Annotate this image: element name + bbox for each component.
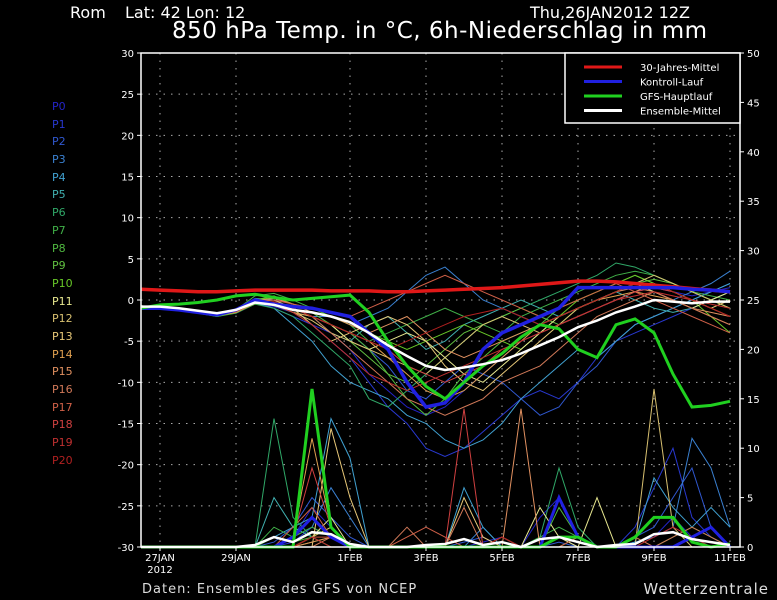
- member-label-P5: P5: [52, 188, 66, 202]
- x-tick-label: 27JAN: [145, 553, 175, 564]
- member-label-P16: P16: [52, 383, 73, 396]
- legend-label: Kontroll-Lauf: [640, 78, 704, 89]
- y-left-tick-label: -30: [118, 543, 134, 554]
- member-label-P4: P4: [52, 170, 66, 184]
- legend-label: 30-Jahres-Mittel: [640, 63, 719, 74]
- member-label-P17: P17: [52, 400, 73, 414]
- y-left-tick-label: 30: [121, 49, 134, 60]
- member-label-P7: P7: [52, 223, 66, 237]
- member-label-P20: P20: [52, 453, 73, 467]
- member-precip-line-P4: [141, 417, 731, 548]
- member-label-P11: P11: [52, 294, 73, 308]
- member-precip-line-P6: [141, 418, 730, 548]
- grid: [141, 53, 740, 547]
- member-label-P19: P19: [52, 436, 73, 450]
- member-label-P12: P12: [52, 312, 73, 326]
- chart-title: 850 hPa Temp. in °C, 6h-Niederschlag in …: [172, 18, 708, 44]
- y-left-tick-label: 5: [128, 255, 134, 266]
- climate-mean-temp-line: [140, 279, 731, 294]
- x-tick-label: 29JAN: [221, 553, 251, 564]
- y-right-tick-label: 15: [747, 395, 760, 406]
- y-right-tick-label: 30: [747, 247, 760, 258]
- y-right-tick-label: 25: [747, 296, 760, 307]
- y-right-tick-label: 5: [747, 494, 753, 505]
- member-label-P18: P18: [52, 418, 73, 432]
- member-label-P6: P6: [52, 206, 66, 220]
- y-left-tick-label: 0: [128, 296, 134, 307]
- axes: 302520151050-5-10-15-20-25-3050454035302…: [118, 49, 760, 576]
- x-tick-label: 3FEB: [413, 553, 438, 564]
- y-left-tick-label: 25: [121, 90, 134, 101]
- y-left-tick-label: -20: [118, 461, 134, 472]
- member-temp-line-P14: [140, 291, 731, 400]
- main-lines: [140, 279, 732, 549]
- x-tick-label: 1FEB: [337, 553, 362, 564]
- station-coordinates: Lat: 42 Lon: 12: [125, 3, 246, 22]
- x-tick-label: 5FEB: [489, 553, 514, 564]
- member-precip-line-P18: [141, 408, 730, 548]
- member-label-P15: P15: [52, 365, 73, 379]
- member-precip-line-P12: [141, 388, 730, 548]
- data-source: Daten: Ensembles des GFS von NCEP: [142, 582, 418, 597]
- gfs-temp-line: [140, 292, 731, 409]
- member-precip-line-P15: [141, 408, 730, 548]
- y-right-tick-label: 0: [747, 543, 753, 554]
- x-tick-year-label: 2012: [147, 565, 172, 576]
- y-left-tick-label: -10: [118, 378, 134, 389]
- y-right-tick-label: 10: [747, 444, 760, 455]
- member-label-P0: P0: [52, 100, 66, 113]
- legend-label: Ensemble-Mittel: [640, 107, 721, 118]
- x-tick-label: 11FEB: [714, 553, 746, 564]
- gfs-precip-line: [141, 388, 731, 549]
- ensemble-mean-temp-line: [141, 298, 730, 372]
- y-left-tick-label: -5: [124, 337, 134, 348]
- member-label-P9: P9: [52, 259, 66, 273]
- y-left-tick-label: -15: [118, 420, 134, 431]
- legend-label: GFS-Hauptlauf: [640, 92, 713, 103]
- y-right-tick-label: 45: [747, 98, 760, 109]
- x-tick-label: 7FEB: [565, 553, 590, 564]
- y-left-tick-label: 15: [121, 173, 134, 184]
- member-temp-line-P0: [140, 287, 731, 416]
- y-right-tick-label: 20: [747, 345, 760, 356]
- member-label-P2: P2: [52, 135, 66, 149]
- y-right-tick-label: 35: [747, 197, 760, 208]
- ensemble-mean-precip-line: [141, 530, 731, 549]
- member-precip-line-P2: [141, 466, 731, 548]
- member-label-P1: P1: [52, 117, 66, 131]
- member-label-P13: P13: [52, 329, 73, 343]
- y-left-tick-label: 20: [121, 131, 134, 142]
- y-left-tick-label: -25: [118, 502, 134, 513]
- member-label-P3: P3: [52, 153, 66, 167]
- y-right-tick-label: 50: [747, 49, 760, 60]
- y-left-tick-label: 10: [121, 214, 134, 225]
- member-label-P8: P8: [52, 241, 66, 255]
- legend: 30-Jahres-Mittel Kontroll-Lauf GFS-Hauptla…: [564, 52, 741, 124]
- brand-label: Wetterzentrale: [643, 580, 769, 598]
- plot-frame: [140, 52, 741, 548]
- model-run-time: Thu,26JAN2012 12Z: [530, 3, 690, 22]
- x-tick-label: 9FEB: [641, 553, 666, 564]
- station-name: Rom: [70, 3, 106, 22]
- member-label-P14: P14: [52, 347, 73, 361]
- member-label-P10: P10: [52, 276, 73, 290]
- member-list: P0 P1 P2 P3 P4 P5 P6 P7 P8 P9 P10 P11 P12 P13 P14 P15 P1…: [52, 98, 73, 469]
- y-right-tick-label: 40: [747, 148, 760, 159]
